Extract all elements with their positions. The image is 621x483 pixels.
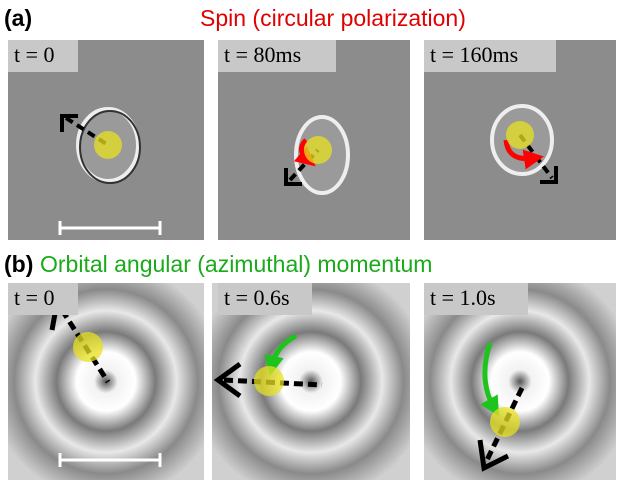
panel-title: Spin (circular polarization) (200, 5, 466, 31)
panel-label: (a) (4, 5, 32, 31)
label-box (218, 283, 312, 315)
label-box (8, 283, 78, 315)
image-b2 (212, 283, 410, 480)
time-label: t = 1.0s (430, 285, 496, 310)
label-box (218, 40, 336, 72)
time-label: t = 0 (14, 42, 55, 67)
label-box (8, 40, 78, 72)
image-a3 (424, 40, 616, 240)
time-label: t = 0.6s (224, 285, 290, 310)
time-label: t = 160ms (430, 42, 518, 67)
time-label: t = 80ms (224, 42, 301, 67)
image-a2 (218, 40, 410, 240)
time-label: t = 0 (14, 285, 55, 310)
image-a1 (8, 40, 204, 240)
panel-label: (b) (4, 251, 33, 277)
image-b3 (424, 283, 616, 480)
label-box (424, 283, 528, 315)
label-box (424, 40, 556, 72)
panel-title: Orbital angular (azimuthal) momentum (40, 251, 432, 277)
